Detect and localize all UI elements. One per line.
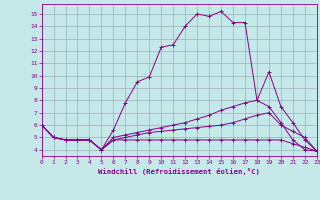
X-axis label: Windchill (Refroidissement éolien,°C): Windchill (Refroidissement éolien,°C) bbox=[98, 168, 260, 175]
